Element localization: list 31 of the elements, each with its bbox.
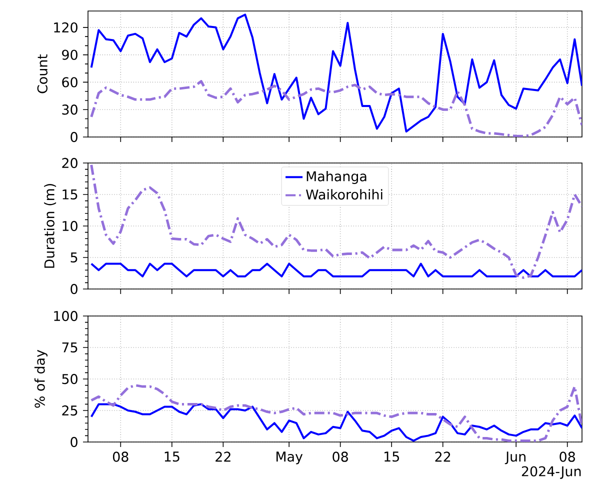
y-tick-label: 90 — [62, 50, 78, 60]
y-tick-label: 15 — [62, 189, 78, 200]
y-tick-label: 10 — [62, 220, 78, 232]
x-tick-label: 15 — [164, 452, 180, 462]
x-tick-label: 08 — [112, 452, 128, 462]
y-tick-label: 25 — [62, 405, 78, 416]
y-axis-title: Duration (m) — [44, 184, 56, 268]
text: 2024-Jun — [522, 466, 581, 479]
x-tick-label: May — [276, 452, 303, 464]
y-tick-label: 30 — [62, 104, 78, 115]
y-tick-label: 5 — [70, 252, 78, 262]
y-tick-label: 0 — [70, 436, 78, 448]
y-tick-label: 20 — [62, 158, 78, 168]
x-tick-label: 15 — [384, 452, 399, 462]
y-tick-label: 120 — [54, 22, 78, 33]
x-tick-label: Jun — [504, 452, 526, 464]
x-tick-label: 22 — [216, 452, 230, 462]
y-axis-title: Count — [37, 54, 48, 94]
line-series — [90, 14, 582, 133]
y-tick-label: 100 — [54, 310, 78, 322]
x-tick-label: 22 — [435, 452, 450, 462]
x-tick-label: 08 — [332, 452, 348, 462]
legend-label: Waikorohihi — [306, 189, 382, 200]
y-tick-label: 0 — [70, 132, 78, 142]
x-tick-label: 08 — [560, 452, 575, 462]
y-tick-label: 75 — [62, 342, 78, 352]
y-tick-label: 60 — [62, 77, 78, 88]
y-axis-title: % of day — [34, 350, 48, 408]
y-tick-label: 0 — [70, 284, 78, 294]
y-tick-label: 50 — [62, 374, 78, 384]
legend-label: Mahanga — [306, 170, 366, 184]
